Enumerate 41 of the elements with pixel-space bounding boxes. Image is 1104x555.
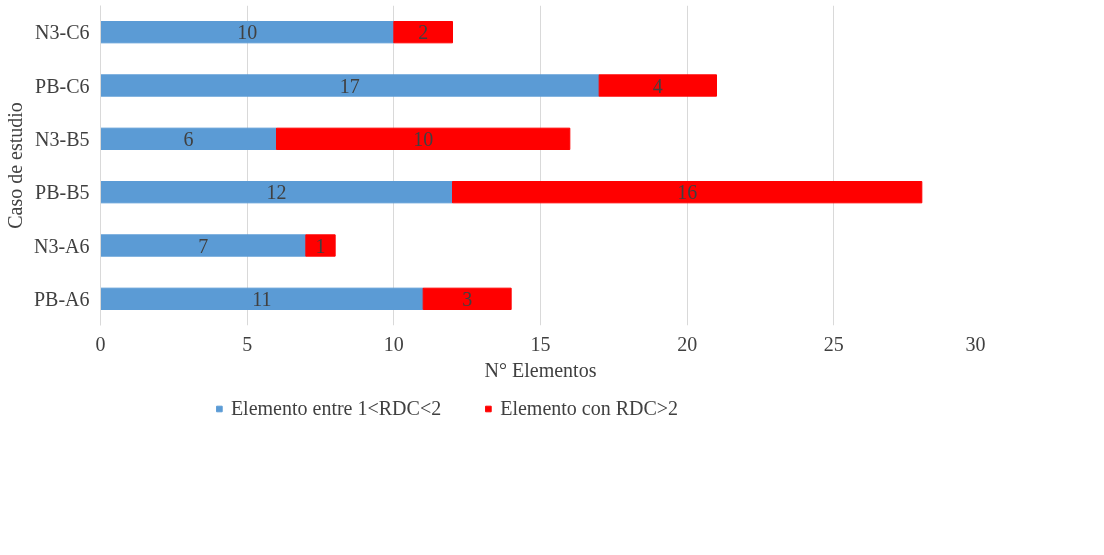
data-label: 12 [266,181,287,204]
x-tick-label: 10 [383,332,404,355]
data-label: 16 [677,181,698,204]
x-tick-label: 5 [242,332,253,355]
x-tick-label: 0 [95,332,106,355]
x-axis-title: N° Elementos [484,358,597,381]
bar [100,181,453,204]
y-tick-label: N3-A6 [33,234,90,257]
bar [100,21,395,44]
data-label: 11 [252,287,272,310]
bar [100,127,277,150]
data-label: 3 [462,287,473,310]
bar [100,74,600,97]
x-tick-label: 30 [965,332,986,355]
y-tick-label: PB-C6 [35,74,90,97]
y-tick-label: N3-B5 [35,127,90,150]
data-label: 10 [237,21,258,44]
bar [305,234,336,257]
data-label: 10 [413,127,434,150]
legend-label: Elemento entre 1<RDC<2 [230,396,442,420]
x-tick-label: 15 [530,332,551,355]
legend-label: Elemento con RDC>2 [500,396,679,420]
y-axis-title: Caso de estudio [3,102,26,229]
y-tick-label: N3-C6 [35,21,90,44]
data-label: 6 [183,127,194,150]
data-label: 17 [339,74,360,97]
bar [452,181,923,204]
bar [100,287,424,310]
bar [276,127,571,150]
data-label: 2 [418,21,429,44]
data-label: 7 [198,234,209,257]
bar [100,234,307,257]
bar [422,287,512,310]
data-label: 4 [652,74,663,97]
y-tick-label: PB-B5 [35,181,90,204]
x-tick-label: 25 [823,332,844,355]
x-tick-label: 20 [677,332,698,355]
bar [393,21,453,44]
y-tick-label: PB-A6 [33,287,90,310]
bar [598,74,717,97]
data-label: 1 [315,234,326,257]
